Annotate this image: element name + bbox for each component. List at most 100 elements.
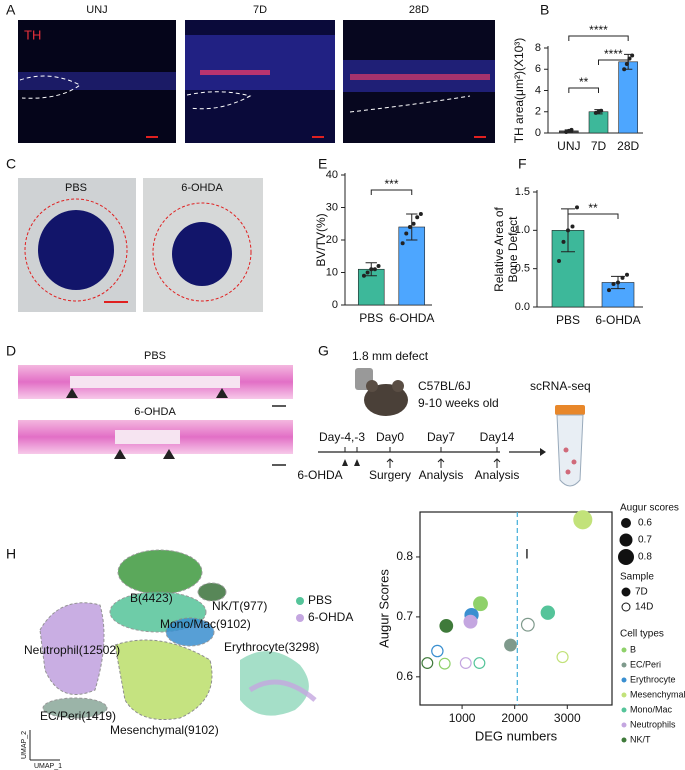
legend-marker xyxy=(621,587,631,597)
defect xyxy=(115,430,180,444)
legend-label: 14D xyxy=(635,602,653,613)
significance-label: **** xyxy=(604,47,623,61)
legend-title: Augur scores xyxy=(620,503,679,514)
data-point xyxy=(575,205,579,210)
legend-marker xyxy=(621,707,627,713)
y-tick-label: 0.5 xyxy=(515,263,530,275)
data-point xyxy=(616,280,620,285)
significance-bracket xyxy=(370,189,413,195)
image-title: PBS xyxy=(144,350,166,362)
legend-label: NK/T xyxy=(630,734,651,744)
data-point xyxy=(431,644,444,658)
legend-size xyxy=(619,533,633,547)
significance-bracket xyxy=(598,59,629,65)
panel-letter: B xyxy=(540,2,549,18)
panel-a: UNJ 7D 28D TH xyxy=(18,4,495,143)
y-tick-label: 8 xyxy=(535,42,541,54)
data-point xyxy=(620,275,625,280)
legend-label: Mesenchymal xyxy=(630,689,685,699)
cluster-label: Mesenchymal(9102) xyxy=(110,723,219,737)
data-point xyxy=(557,259,561,263)
day-label: Day14 xyxy=(480,430,515,444)
y-axis-label: Relative Area of xyxy=(492,206,506,291)
image-title: PBS xyxy=(65,182,87,194)
data-point xyxy=(570,224,575,229)
data-point xyxy=(411,221,416,226)
y-tick-label: 2 xyxy=(535,106,541,118)
cluster-label: B(4423) xyxy=(130,591,173,605)
mouse-icon xyxy=(364,384,408,416)
legend-label: EC/Peri xyxy=(630,659,661,669)
cluster-neutrophil xyxy=(39,602,105,695)
event-label: Surgery xyxy=(369,468,411,482)
cluster-erythrocyte xyxy=(165,617,215,647)
injection-marker xyxy=(342,459,360,466)
legend-marker xyxy=(621,692,627,698)
day-label: Day7 xyxy=(427,430,455,444)
day-label: Day0 xyxy=(376,430,404,444)
panel-letter: F xyxy=(518,156,527,172)
method-label: scRNA-seq xyxy=(530,379,591,393)
x-tick-label: 3000 xyxy=(554,711,581,725)
legend-marker xyxy=(621,662,627,668)
event-label: 6-OHDA xyxy=(297,468,342,482)
data-point xyxy=(404,231,409,236)
mouse-ear xyxy=(392,380,404,392)
image-title: 28D xyxy=(409,4,429,16)
event-label: Analysis xyxy=(475,468,520,482)
panel-letter: H xyxy=(6,546,16,562)
legend-label: Erythrocyte xyxy=(630,674,676,684)
x-tick-label: 28D xyxy=(617,139,639,153)
data-point xyxy=(630,53,635,58)
y-tick-label: 0.8 xyxy=(396,549,413,563)
cluster-label: NK/T(977) xyxy=(212,599,267,613)
data-point xyxy=(415,215,420,220)
data-point xyxy=(369,267,374,272)
data-point xyxy=(569,127,574,132)
umap-overlay xyxy=(248,679,317,702)
data-point xyxy=(504,638,517,652)
data-point xyxy=(459,657,472,669)
y-tick-label: 0.6 xyxy=(396,669,413,683)
data-point xyxy=(561,239,566,244)
defect xyxy=(70,376,240,388)
plot-frame xyxy=(419,511,613,706)
cluster-label: Mono/Mac(9102) xyxy=(160,617,251,631)
defect-label: 1.8 mm defect xyxy=(352,349,429,363)
legend-title: Sample xyxy=(620,572,654,583)
data-point xyxy=(540,605,556,620)
data-point xyxy=(473,657,486,669)
panel-letter: E xyxy=(318,156,327,172)
y-tick-label: 4 xyxy=(535,84,541,96)
significance-bracket xyxy=(568,87,599,93)
th-signal xyxy=(350,74,490,80)
panel-letter: D xyxy=(6,343,16,359)
cluster-mesenchymal xyxy=(114,639,213,721)
cluster-label: Erythrocyte(3298) xyxy=(224,640,319,654)
age-label: 9-10 weeks old xyxy=(418,396,499,410)
legend-label: 0.7 xyxy=(638,535,652,546)
y-axis-label: Augur Scores xyxy=(376,569,391,648)
data-point xyxy=(376,264,381,268)
outline xyxy=(24,198,128,302)
cell xyxy=(563,447,569,453)
y-tick-label: 6 xyxy=(535,63,541,75)
cluster-nkt xyxy=(197,582,227,602)
mouse-ear xyxy=(366,380,378,392)
data-point xyxy=(438,657,451,670)
legend-size xyxy=(618,549,634,565)
data-point xyxy=(599,108,604,113)
outline xyxy=(152,202,252,302)
x-tick-label: 2000 xyxy=(501,711,528,725)
day-label: Day-4,-3 xyxy=(319,430,365,444)
y-tick-label: 0 xyxy=(332,299,338,311)
stain-label: TH xyxy=(24,27,41,42)
x-tick-label: 1000 xyxy=(449,711,476,725)
th-signal xyxy=(200,70,270,75)
image-title: 6-OHDA xyxy=(181,182,223,194)
panel-letter: C xyxy=(6,156,16,172)
panel-letter: G xyxy=(318,343,329,359)
significance-bracket xyxy=(568,35,629,41)
marker xyxy=(66,388,78,398)
panel-c: PBS 6-OHDA xyxy=(18,178,263,312)
